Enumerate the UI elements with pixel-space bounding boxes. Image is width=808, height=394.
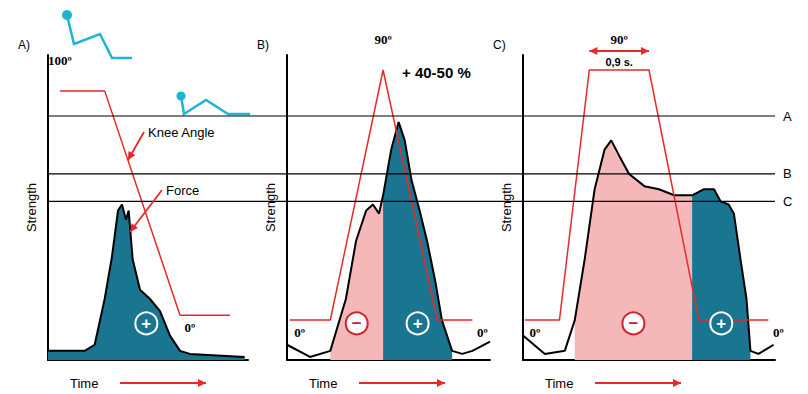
svg-text:90º: 90º <box>374 32 391 47</box>
svg-text:−: − <box>352 314 362 333</box>
svg-text:0,9 s.: 0,9 s. <box>605 56 633 68</box>
svg-text:Strength: Strength <box>499 183 514 232</box>
svg-text:+ 40-50 %: + 40-50 % <box>402 64 471 81</box>
svg-text:0º: 0º <box>294 325 305 340</box>
svg-text:Force: Force <box>166 183 199 198</box>
svg-text:−: − <box>628 314 638 333</box>
svg-text:Time: Time <box>545 376 573 391</box>
svg-text:C): C) <box>493 38 506 52</box>
svg-text:90º: 90º <box>611 32 628 47</box>
svg-text:0º: 0º <box>773 325 784 340</box>
svg-text:A): A) <box>18 38 30 52</box>
svg-text:B): B) <box>257 38 269 52</box>
svg-text:0º: 0º <box>477 325 488 340</box>
svg-text:Time: Time <box>309 376 337 391</box>
svg-text:Strength: Strength <box>24 183 39 232</box>
svg-text:Strength: Strength <box>263 183 278 232</box>
svg-text:+: + <box>716 314 726 333</box>
svg-text:Time: Time <box>70 376 98 391</box>
svg-text:0º: 0º <box>185 320 196 335</box>
svg-text:C: C <box>783 194 792 209</box>
svg-text:+: + <box>413 314 423 333</box>
svg-text:100º: 100º <box>48 53 72 68</box>
svg-text:+: + <box>141 314 151 333</box>
svg-text:A: A <box>783 109 792 124</box>
svg-text:B: B <box>783 166 792 181</box>
svg-text:0º: 0º <box>530 325 541 340</box>
svg-text:Knee Angle: Knee Angle <box>148 125 215 140</box>
